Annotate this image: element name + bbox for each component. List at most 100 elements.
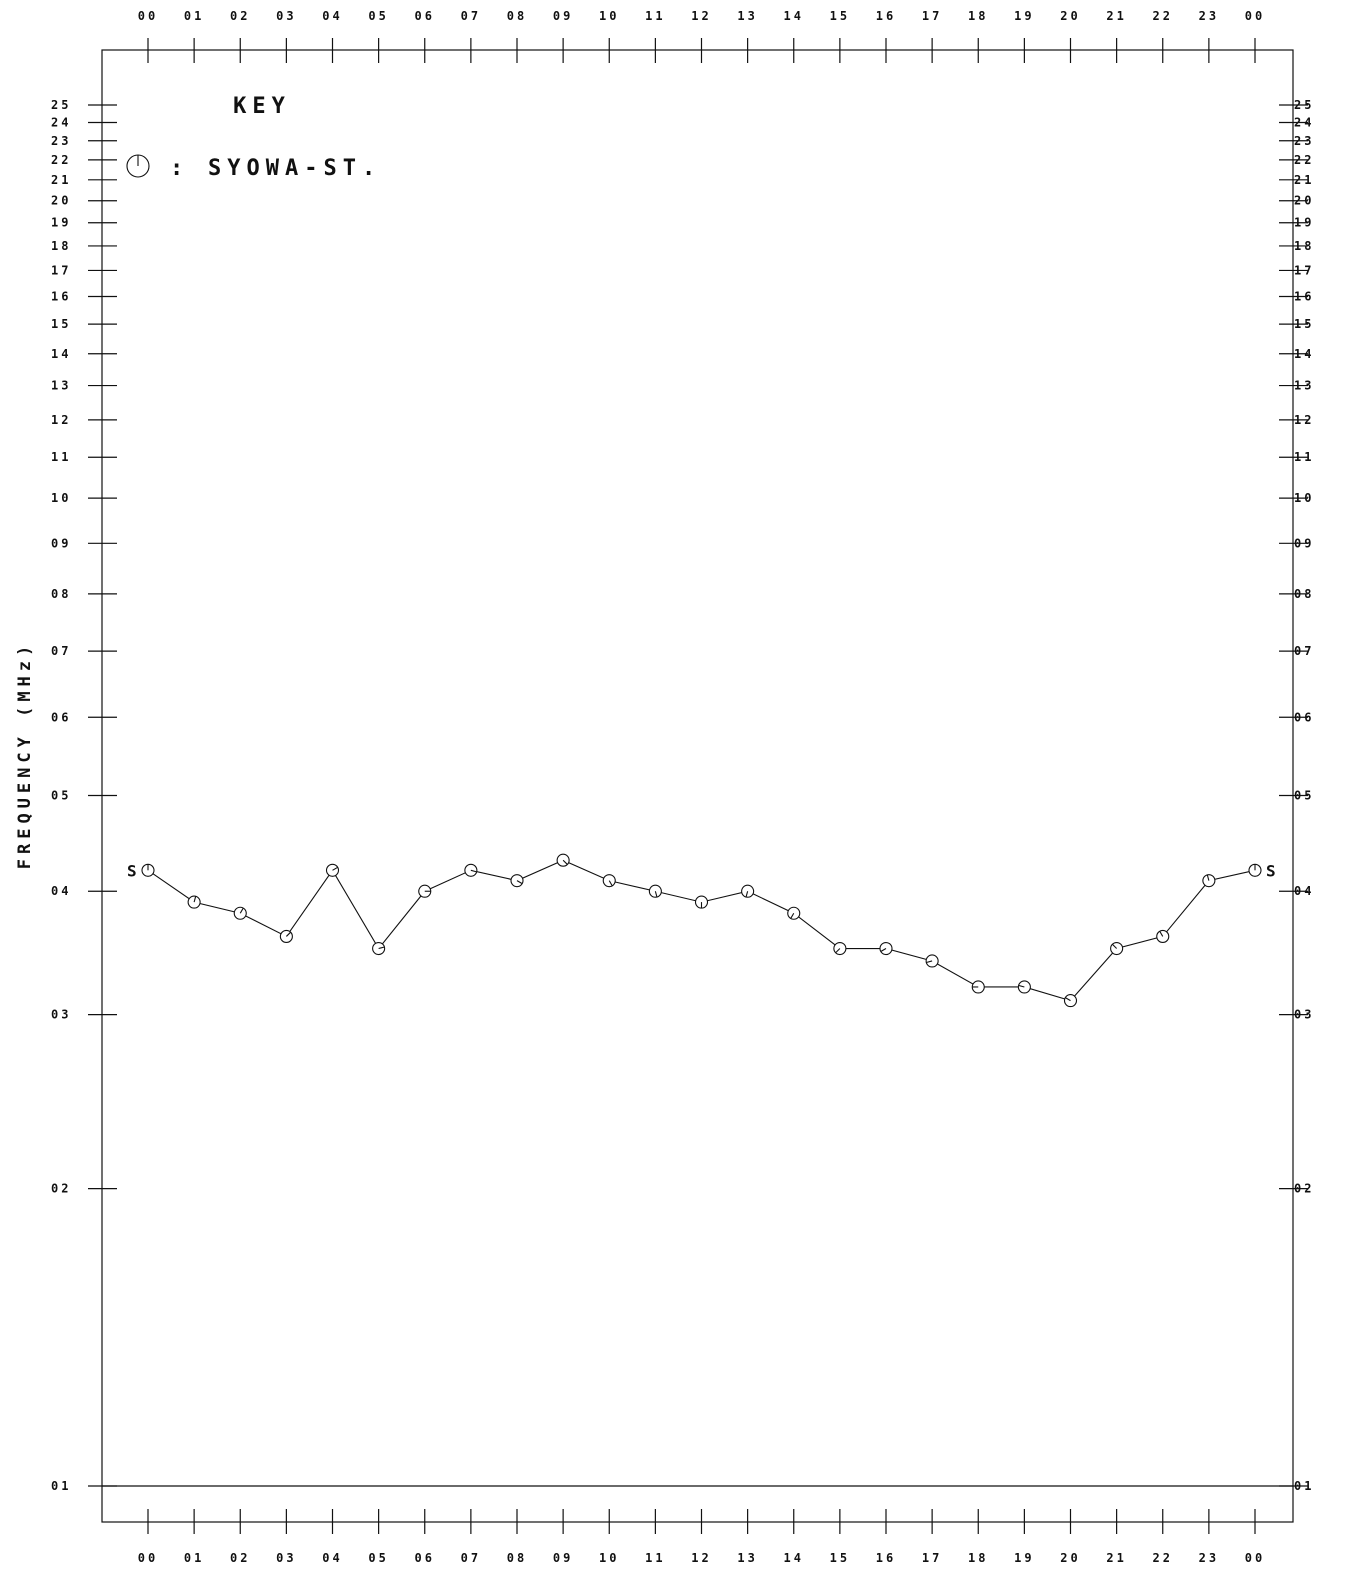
y-tick-label-left: 03 [51, 1008, 71, 1022]
y-tick-label-left: 02 [51, 1182, 71, 1196]
marker-hand [1206, 874, 1210, 881]
marker-hand [608, 880, 613, 887]
data-point [464, 863, 478, 877]
y-tick-label-left: 16 [51, 289, 71, 303]
y-tick-label-right: 06 [1294, 710, 1314, 724]
x-tick-label-top: 03 [276, 9, 296, 23]
data-point [510, 874, 524, 888]
x-axis-top: 00 01 02 03 04 05 06 07 08 09 10 11 12 13 14 15 16 17 18 19… [138, 9, 1262, 63]
x-tick-label-bottom: 15 [830, 1551, 850, 1565]
marker-hand [562, 859, 568, 865]
y-tick-label-right: 19 [1294, 216, 1314, 230]
y-axis-title: FREQUENCY (MHz) [15, 641, 35, 870]
x-tick-label-bottom: 19 [1014, 1551, 1034, 1565]
y-tick-label-left: 24 [51, 116, 71, 130]
marker-hand [926, 960, 933, 964]
x-tick-label-top: 14 [784, 9, 804, 23]
legend-colon: : [170, 156, 183, 181]
y-tick-label-left: 06 [51, 710, 71, 724]
x-tick-label-bottom: 18 [968, 1551, 988, 1565]
x-tick-label-top: 08 [507, 9, 527, 23]
data-point [279, 929, 293, 943]
data-point [325, 863, 340, 877]
x-tick-label-top: 17 [922, 9, 942, 23]
x-tick-label-bottom: 05 [368, 1551, 388, 1565]
x-tick-label-top: 18 [968, 9, 988, 23]
y-tick-label-left: 11 [51, 450, 71, 464]
y-axis-right: 01 02 03 04 05 06 07 08 09 10 11 12 13 14 15 16 17 18 19 20… [1279, 98, 1314, 1493]
data-point [787, 906, 801, 920]
y-tick-label-left: 23 [51, 134, 71, 148]
y-tick-label-right: 16 [1294, 289, 1314, 303]
y-tick-label-right: 04 [1294, 884, 1314, 898]
data-point [1202, 874, 1216, 888]
x-tick-label-bottom: 07 [461, 1551, 481, 1565]
series-end-label: S [1266, 861, 1276, 880]
y-tick-label-left: 14 [51, 347, 71, 361]
data-point [1156, 929, 1170, 943]
x-tick-label-bottom: 00 [1245, 1551, 1265, 1565]
y-tick-label-left: 22 [51, 153, 71, 167]
y-tick-label-right: 11 [1294, 450, 1314, 464]
x-tick-label-top: 10 [599, 9, 619, 23]
y-tick-label-left: 04 [51, 884, 71, 898]
y-tick-label-right: 17 [1294, 263, 1314, 277]
y-tick-label-right: 21 [1294, 173, 1314, 187]
series-start-label: S [127, 861, 137, 880]
y-tick-label-left: 05 [51, 789, 71, 803]
legend-series-name: SYOWA-ST. [208, 156, 381, 181]
x-tick-label-bottom: 22 [1153, 1551, 1173, 1565]
marker-hand [470, 869, 477, 873]
y-tick-label-right: 18 [1294, 239, 1314, 253]
data-point [1017, 980, 1031, 994]
data-point [741, 884, 755, 898]
x-tick-label-bottom: 12 [691, 1551, 711, 1565]
x-tick-label-top: 04 [322, 9, 342, 23]
plot-frame [101, 49, 1294, 1523]
x-tick-label-bottom: 08 [507, 1551, 527, 1565]
legend-title: KEY [233, 94, 291, 119]
data-point [925, 954, 939, 968]
marker-hand [1159, 930, 1164, 937]
marker-hand [1065, 997, 1071, 1002]
y-tick-label-right: 13 [1294, 379, 1314, 393]
data-point [694, 895, 709, 909]
y-tick-label-left: 20 [51, 194, 71, 208]
x-tick-label-top: 15 [830, 9, 850, 23]
series-line [147, 859, 1256, 1002]
x-tick-label-top: 06 [415, 9, 435, 23]
y-tick-label-right: 01 [1294, 1479, 1314, 1493]
marker-hand [835, 948, 841, 954]
y-tick-label-right: 03 [1294, 1008, 1314, 1022]
data-point [372, 941, 386, 956]
data-point [602, 874, 616, 888]
x-tick-label-bottom: 01 [184, 1551, 204, 1565]
y-tick-label-right: 15 [1294, 317, 1314, 331]
x-tick-label-bottom: 23 [1199, 1551, 1219, 1565]
data-point [648, 884, 662, 898]
x-tick-label-top: 21 [1106, 9, 1126, 23]
y-tick-label-left: 17 [51, 263, 71, 277]
x-tick-label-bottom: 06 [415, 1551, 435, 1565]
y-tick-label-left: 15 [51, 317, 71, 331]
y-tick-label-left: 19 [51, 216, 71, 230]
x-tick-label-top: 12 [691, 9, 711, 23]
marker-hand [745, 891, 749, 898]
marker-hand [239, 907, 244, 914]
x-axis-bottom: 00 01 02 03 04 05 06 07 08 09 10 11 12 13 14 15 16 17 18 19… [138, 1509, 1265, 1565]
marker-hand [1018, 984, 1025, 988]
y-tick-label-right: 08 [1294, 587, 1314, 601]
y-tick-label-right: 22 [1294, 153, 1314, 167]
y-tick-label-right: 23 [1294, 134, 1314, 148]
marker-hand [790, 912, 795, 919]
x-tick-label-top: 23 [1199, 9, 1219, 23]
data-point [233, 906, 247, 920]
data-point [556, 853, 570, 867]
y-tick-label-right: 12 [1294, 413, 1314, 427]
x-tick-label-top: 19 [1014, 9, 1034, 23]
y-tick-label-left: 08 [51, 587, 71, 601]
y-tick-label-left: 09 [51, 536, 71, 550]
data-point [1063, 994, 1078, 1008]
